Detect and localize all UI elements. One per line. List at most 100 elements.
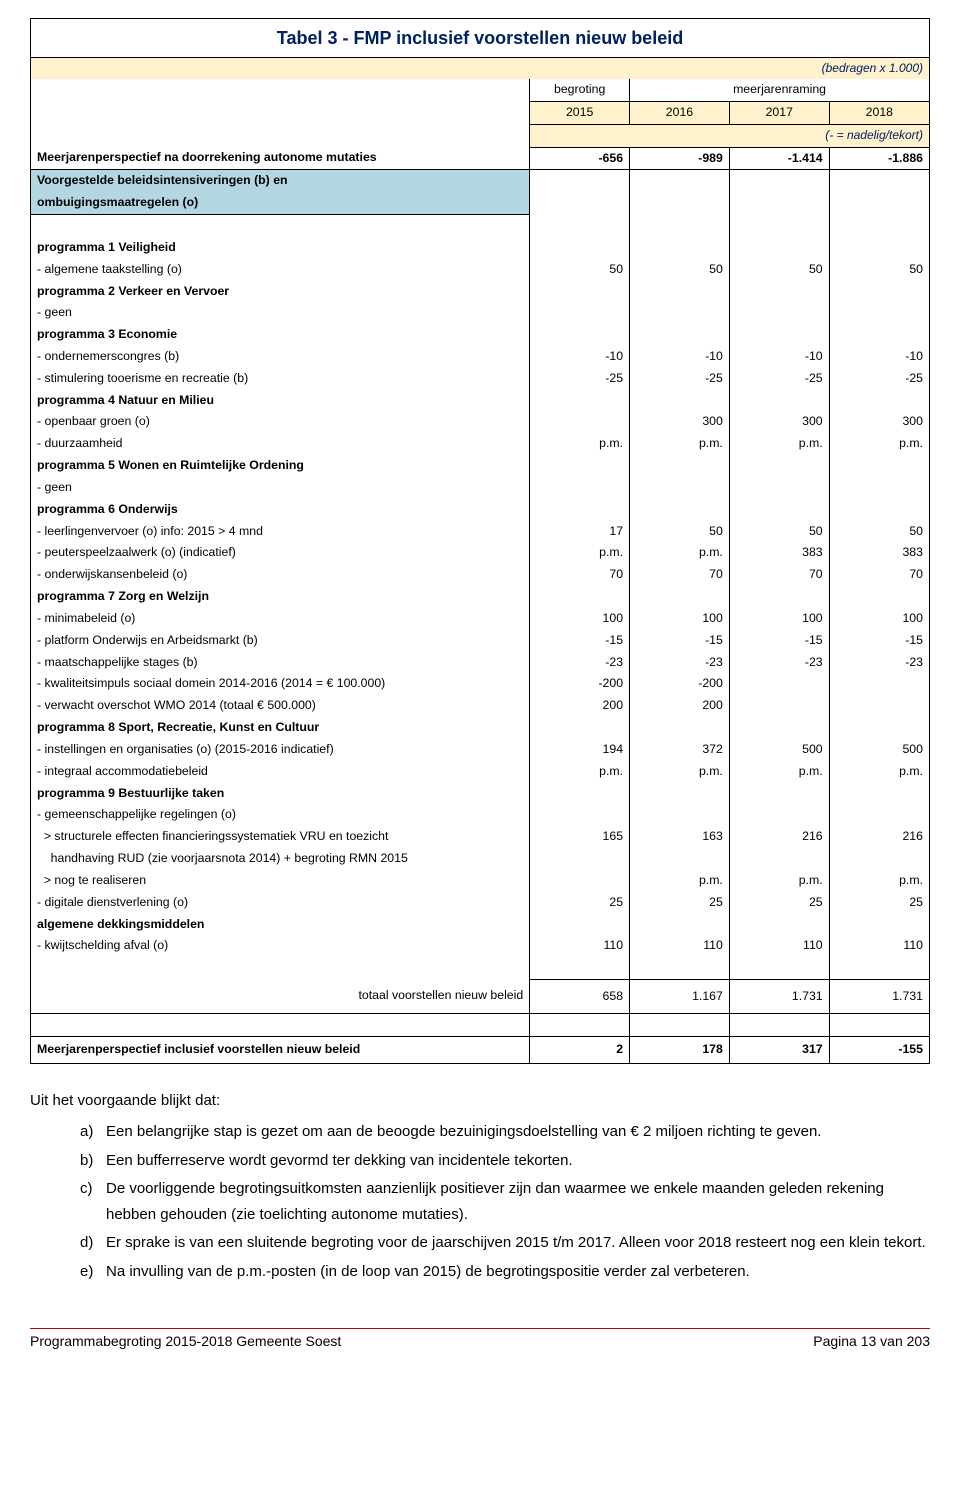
row-value: 383 — [729, 542, 829, 564]
row-value: -15 — [630, 630, 730, 652]
row-value: 200 — [530, 695, 630, 717]
table-row: - openbaar groen (o)300300300 — [31, 411, 929, 433]
row-value — [530, 324, 630, 346]
row-value — [530, 783, 630, 805]
row-label: - kwijtschelding afval (o) — [31, 935, 530, 957]
row-value — [729, 237, 829, 259]
table-row: - onderwijskansenbeleid (o)70707070 — [31, 564, 929, 586]
row-value: -23 — [530, 652, 630, 674]
row-value: 500 — [729, 739, 829, 761]
row-value: 25 — [630, 892, 730, 914]
list-item: e) Na invulling van de p.m.-posten (in de… — [80, 1259, 930, 1285]
row-label: programma 5 Wonen en Ruimtelijke Ordenin… — [31, 455, 530, 477]
row-value: -200 — [630, 673, 730, 695]
row-value — [829, 586, 929, 608]
row-value: p.m. — [729, 433, 829, 455]
row-label: - kwaliteitsimpuls sociaal domein 2014-2… — [31, 673, 530, 695]
table-title: Tabel 3 - FMP inclusief voorstellen nieu… — [31, 19, 929, 58]
row-value — [630, 281, 730, 303]
row-value — [829, 455, 929, 477]
row-label: - stimulering tooerisme en recreatie (b) — [31, 368, 530, 390]
row-value — [530, 914, 630, 936]
table-row: - geen — [31, 477, 929, 499]
row-value — [630, 237, 730, 259]
row-value: 25 — [530, 892, 630, 914]
row-label: - leerlingenvervoer (o) info: 2015 > 4 m… — [31, 521, 530, 543]
row-value: -15 — [829, 630, 929, 652]
row-value: 383 — [829, 542, 929, 564]
row-value: p.m. — [829, 870, 929, 892]
table-row: programma 3 Economie — [31, 324, 929, 346]
row-value: 50 — [829, 521, 929, 543]
table-row: - leerlingenvervoer (o) info: 2015 > 4 m… — [31, 521, 929, 543]
row-label: - ondernemerscongres (b) — [31, 346, 530, 368]
row-value: p.m. — [530, 542, 630, 564]
row-value — [630, 848, 730, 870]
row-value — [530, 302, 630, 324]
row-value: 70 — [530, 564, 630, 586]
row-value — [530, 586, 630, 608]
row-value — [729, 390, 829, 412]
blue-header-2: ombuigingsmaatregelen (o) — [31, 192, 530, 214]
row-value — [829, 390, 929, 412]
row-label: > structurele effecten financieringssyst… — [31, 826, 530, 848]
row-label: - minimabeleid (o) — [31, 608, 530, 630]
row-label: - platform Onderwijs en Arbeidsmarkt (b) — [31, 630, 530, 652]
row-value: 216 — [729, 826, 829, 848]
list-marker: a) — [80, 1119, 93, 1145]
fmp-table: Tabel 3 - FMP inclusief voorstellen nieu… — [30, 18, 930, 1064]
row-value — [729, 586, 829, 608]
row-value: 200 — [630, 695, 730, 717]
row-value: -15 — [729, 630, 829, 652]
row-value — [630, 914, 730, 936]
row-value — [729, 804, 829, 826]
row-value — [530, 390, 630, 412]
table-row: handhaving RUD (zie voorjaarsnota 2014) … — [31, 848, 929, 870]
row-label: programma 2 Verkeer en Vervoer — [31, 281, 530, 303]
row-value — [829, 477, 929, 499]
row-value: 194 — [530, 739, 630, 761]
row-value — [729, 499, 829, 521]
row-value — [829, 914, 929, 936]
row-value: 372 — [630, 739, 730, 761]
row-value: -10 — [729, 346, 829, 368]
year-2017: 2017 — [729, 102, 829, 125]
row-value: 17 — [530, 521, 630, 543]
row-value — [530, 411, 630, 433]
body-text: Uit het voorgaande blijkt dat: a)Een bel… — [30, 1088, 930, 1285]
row-value — [530, 848, 630, 870]
row-value: -25 — [630, 368, 730, 390]
row-value — [630, 586, 730, 608]
list-item: c)De voorliggende begrotingsuitkomsten a… — [80, 1176, 930, 1227]
table-row: - ondernemerscongres (b)-10-10-10-10 — [31, 346, 929, 368]
list-marker: e) — [80, 1259, 93, 1285]
row-label: - onderwijskansenbeleid (o) — [31, 564, 530, 586]
row-value — [530, 455, 630, 477]
row-label: - duurzaamheid — [31, 433, 530, 455]
row-value — [630, 804, 730, 826]
list-item: b)Een bufferreserve wordt gevormd ter de… — [80, 1148, 930, 1174]
table-row: - kwijtschelding afval (o)110110110110 — [31, 935, 929, 957]
table-row: programma 2 Verkeer en Vervoer — [31, 281, 929, 303]
row-value: 110 — [829, 935, 929, 957]
row-label: - digitale dienstverlening (o) — [31, 892, 530, 914]
row-value: 100 — [530, 608, 630, 630]
footer-left: Programmabegroting 2015-2018 Gemeente So… — [30, 1333, 341, 1349]
row-label: programma 6 Onderwijs — [31, 499, 530, 521]
row-value: 300 — [729, 411, 829, 433]
row-value: p.m. — [729, 761, 829, 783]
row-value: p.m. — [530, 433, 630, 455]
row-value — [829, 717, 929, 739]
table-row: algemene dekkingsmiddelen — [31, 914, 929, 936]
list-text: Na invulling van de p.m.-posten (in de l… — [106, 1263, 750, 1280]
row-value: 50 — [530, 259, 630, 281]
row-autonome-label: Meerjarenperspectief na doorrekening aut… — [31, 147, 530, 170]
row-value — [530, 499, 630, 521]
row-value: 216 — [829, 826, 929, 848]
table-row: programma 8 Sport, Recreatie, Kunst en C… — [31, 717, 929, 739]
row-label: handhaving RUD (zie voorjaarsnota 2014) … — [31, 848, 530, 870]
row-value: -25 — [530, 368, 630, 390]
row-value: 163 — [630, 826, 730, 848]
table-row: - gemeenschappelijke regelingen (o) — [31, 804, 929, 826]
row-value: 300 — [829, 411, 929, 433]
